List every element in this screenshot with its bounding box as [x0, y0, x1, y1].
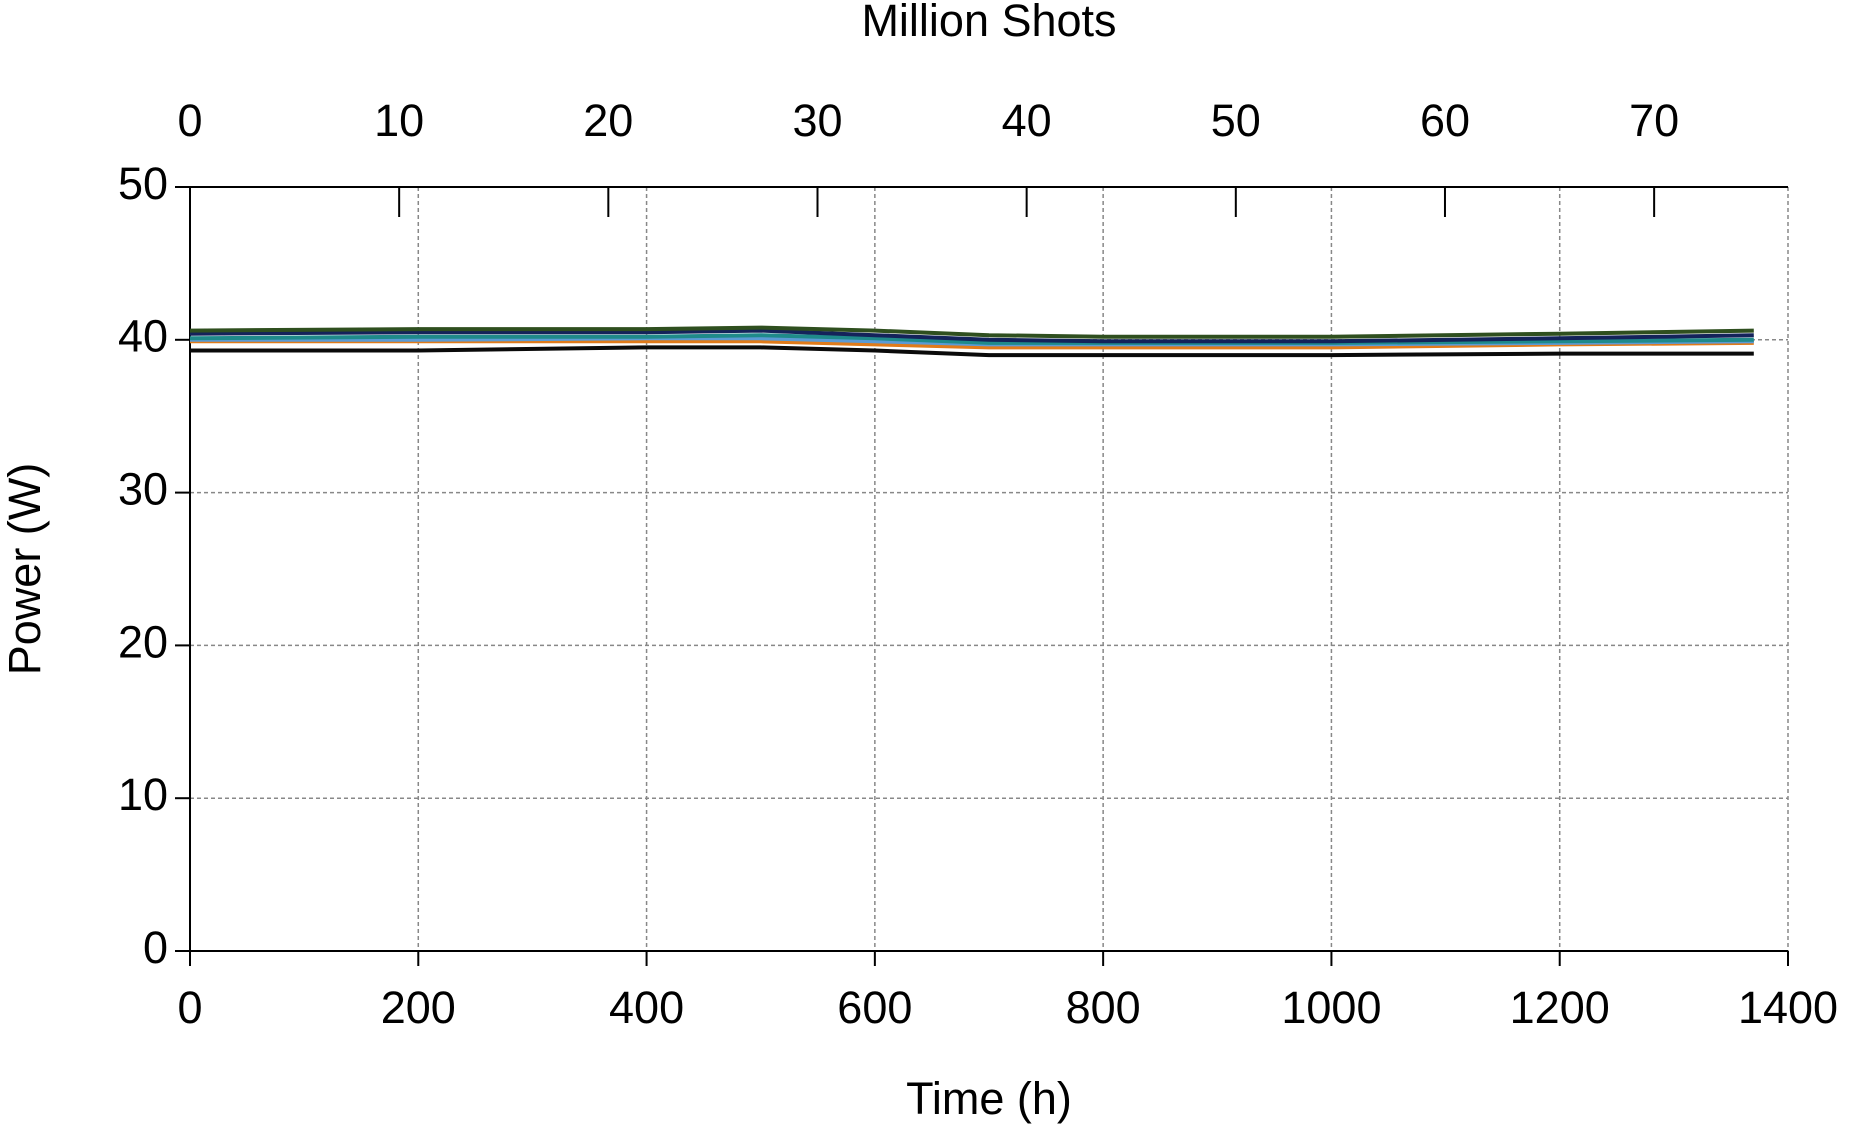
x2-axis-label: Million Shots [861, 0, 1116, 46]
x-tick-label: 1000 [1281, 982, 1381, 1033]
y-tick-label: 50 [118, 158, 168, 209]
y-tick-label: 40 [118, 311, 168, 362]
y-tick-label: 10 [118, 769, 168, 820]
x-tick-label: 400 [609, 982, 684, 1033]
x2-tick-label: 0 [177, 95, 202, 146]
x2-tick-label: 20 [583, 95, 633, 146]
x2-tick-label: 40 [1002, 95, 1052, 146]
x-tick-label: 600 [837, 982, 912, 1033]
line-series [190, 345, 1754, 358]
x-tick-label: 1400 [1738, 982, 1838, 1033]
line-series [189, 328, 1754, 344]
line-series [190, 339, 1754, 350]
y-tick-label: 0 [143, 922, 168, 973]
line-series [189, 333, 1754, 345]
x2-tick-label: 60 [1420, 95, 1470, 146]
x-axis-label: Time (h) [906, 1073, 1072, 1124]
x2-tick-label: 70 [1629, 95, 1679, 146]
y-axis-label: Power (W) [0, 463, 50, 676]
line-series [189, 325, 1754, 339]
x-tick-label: 0 [177, 982, 202, 1033]
x-tick-label: 800 [1066, 982, 1141, 1033]
x2-tick-label: 10 [374, 95, 424, 146]
x2-tick-label: 50 [1211, 95, 1261, 146]
y-tick-label: 30 [118, 463, 168, 514]
x-tick-label: 1200 [1510, 982, 1610, 1033]
x-tick-label: 200 [381, 982, 456, 1033]
y-tick-label: 20 [118, 616, 168, 667]
x2-tick-label: 30 [792, 95, 842, 146]
